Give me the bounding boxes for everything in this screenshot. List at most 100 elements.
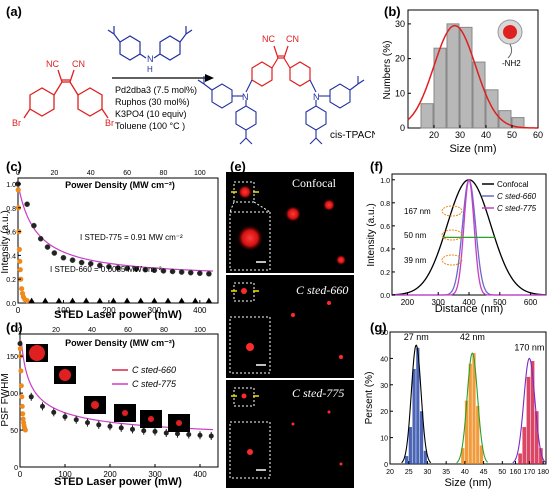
ytick-label-c: 0.2 [6,277,16,284]
ytick-label-g: 20 [380,409,388,416]
ylabel-c: Intensity (a.u.) [0,210,11,273]
top-xtick-label-d: 100 [194,327,206,334]
top-xtick-label-d: 40 [88,327,96,334]
xtick-label-b: 20 [429,130,439,140]
xtick-label-f: 600 [524,298,538,307]
marker-c-background [28,297,35,303]
product-n-left: N [242,92,249,102]
xtick-label-b: 60 [533,130,543,140]
marker-d [51,409,57,415]
ytick-label-b: 0 [400,123,405,133]
marker-c-775 [44,244,51,250]
product-n-right: N [313,92,320,102]
xlabel-b: Size (nm) [449,143,496,155]
ytick-label-c: 0.4 [6,253,16,260]
panel-label-d: (d) [6,320,23,335]
marker-c-775 [142,266,149,273]
peak-label-g: 42 nm [460,332,485,342]
micro-confocal-image [229,181,346,271]
peak-label-g: 27 nm [404,332,429,342]
amine-structure [107,26,193,61]
ytick-label-c: 1.0 [6,182,16,189]
xtick-label-g: 50 [498,469,506,476]
legend-label-660: C sted-660 [132,365,176,375]
ytick-label-d: 50 [10,428,18,435]
xtick-label-d: 400 [193,470,207,479]
nanoparticle-core-icon [503,25,517,39]
ytick-label-b: 20 [395,54,405,64]
xtick-label-c: 300 [148,306,162,315]
fit-curve-g-2 [512,357,546,464]
micro-section-confocal: Confocal [226,172,354,275]
annotation-775: I STED-775 = 0.91 MW cm⁻² [80,233,183,242]
fwhm-ellipse-f [441,229,463,241]
marker-c-660 [24,298,30,304]
reaction-scheme: NC CN Br Br N H Pd2dba3 (7.5 mol%) Rupho… [12,26,375,145]
marker-c-background [137,297,144,303]
marker-c-775 [133,266,140,272]
ytick-label-c: 0.6 [6,230,16,237]
plot-frame-c [17,177,219,304]
fit-curve-g-0 [401,344,432,464]
fit-curve-c [17,186,214,272]
marker-c-775 [37,235,44,242]
marker-c-background [205,297,212,303]
marker-c-775 [196,270,203,277]
legend-label-775: C sted-775 [132,379,177,389]
marker-d [62,414,68,420]
marker-d [20,416,26,422]
thumbnail-spot-d [122,410,128,416]
fwhm-ellipse-f [441,254,463,266]
thumbnail-spot-d [59,369,71,381]
marker-c-background [42,297,49,303]
plot-frame-d [19,333,219,468]
condition-4: Toluene (100 °C ) [115,121,185,131]
xtick-label-f: 400 [462,298,476,307]
top-xtick-label-c: 20 [50,170,58,177]
marker-c-660 [15,187,21,193]
xtick-label-c: 100 [57,306,71,315]
ytick-label-g: 50 [380,330,388,337]
bar-b [446,23,460,129]
micro-sted775-image [229,387,343,479]
top-xtick-label-c: 40 [87,170,95,177]
marker-d [17,346,23,352]
chart-g: 27 nm 42 nm 170 nm 20 25 30 35 40 45 50 160 170 180 0… [364,330,549,489]
amine-h-label: H [147,65,153,74]
product-name: cis-TPACN [330,130,375,141]
ytick-label-f: 0.4 [380,247,390,254]
bar-g-1 [468,363,472,464]
chart-f: 167 nm 50 nm 39 nm 200 300 400 500 600 0.0 0.2 0.4… [366,173,547,315]
marker-d [17,341,23,347]
reaction-arrowhead [205,74,214,82]
bar-g-0 [423,450,427,464]
thumbnail-spot-d [91,401,99,409]
bar-b [485,89,499,129]
fwhm-annotation-f: 167 nm [404,207,431,216]
xtick-label-g: 45 [480,469,488,476]
marker-d [73,417,79,423]
micro-title-confocal: Confocal [292,176,336,190]
marker-c-background [69,297,76,303]
bar-g-1 [479,445,484,464]
panel-label-b: (b) [384,4,401,19]
marker-c-775 [69,257,76,263]
bar-g-1 [472,353,476,464]
marker-c-background [110,297,117,303]
condition-2: Ruphos (30 mol%) [115,97,190,107]
product-core [251,45,311,87]
ytick-label-d: 0 [14,465,18,472]
marker-c-background [192,297,199,303]
marker-d [96,422,102,428]
marker-d [85,420,90,426]
micro-title-sted775: C sted-775 [292,386,345,400]
nh2-label: -NH2 [502,59,521,68]
ylabel-g: Persent (%) [364,372,375,425]
marker-c-775 [169,268,176,275]
ylabel-b: Numbers (%) [382,41,393,100]
marker-c-background [96,297,103,303]
thumbnail-spot-d [29,345,45,361]
thumbnail-spot-d [176,420,182,426]
marker-c-660 [17,267,23,273]
reactant-cn-label: CN [72,59,85,69]
